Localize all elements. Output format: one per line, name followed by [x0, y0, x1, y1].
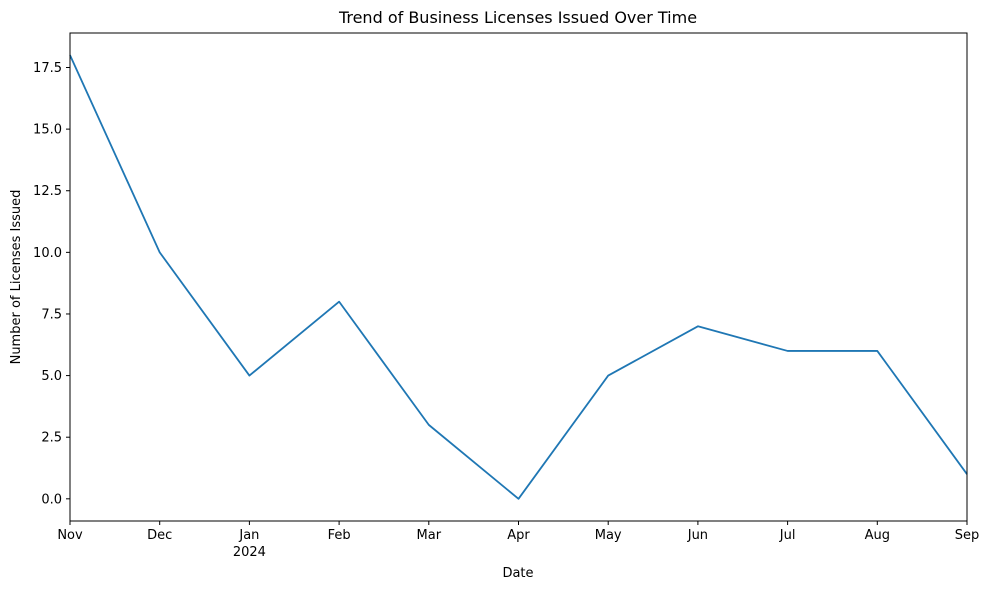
y-tick-label: 7.5	[41, 307, 62, 322]
y-tick-label: 15.0	[33, 123, 62, 138]
x-tick-label: Dec	[147, 528, 172, 543]
x-tick-label: May	[595, 528, 622, 543]
chart-title: Trend of Business Licenses Issued Over T…	[338, 8, 697, 27]
x-tick-label: Jul	[779, 528, 796, 543]
y-tick-label: 2.5	[41, 431, 62, 446]
y-tick-label: 10.0	[33, 246, 62, 261]
y-tick-label: 0.0	[41, 492, 62, 507]
x-tick-label: Nov	[57, 528, 83, 543]
y-tick-label: 17.5	[33, 61, 62, 76]
x-tick-label: Mar	[417, 528, 442, 543]
x-tick-label: Apr	[507, 528, 530, 543]
series-line	[69, 54, 968, 500]
y-tick-label: 12.5	[33, 184, 62, 199]
x-tick-label: Feb	[328, 528, 351, 543]
x-tick-label: Jan	[238, 528, 259, 543]
y-axis-label: Number of Licenses Issued	[9, 190, 24, 365]
y-tick-label: 5.0	[41, 369, 62, 384]
x-tick-label: Sep	[955, 528, 980, 543]
x-tick-label: Jun	[687, 528, 708, 543]
plot-frame	[69, 32, 968, 522]
x-tick-label: Aug	[865, 528, 890, 543]
y-axis: 0.0 2.5 5.0 7.5 10.0 12.5 15.0 17.5	[33, 61, 70, 507]
x-axis: Nov Dec Jan 2024 Feb Mar Apr May Jun Jul Aug Sep	[57, 521, 979, 560]
x-axis-label: Date	[502, 566, 533, 581]
x-tick-year-label: 2024	[233, 545, 266, 560]
